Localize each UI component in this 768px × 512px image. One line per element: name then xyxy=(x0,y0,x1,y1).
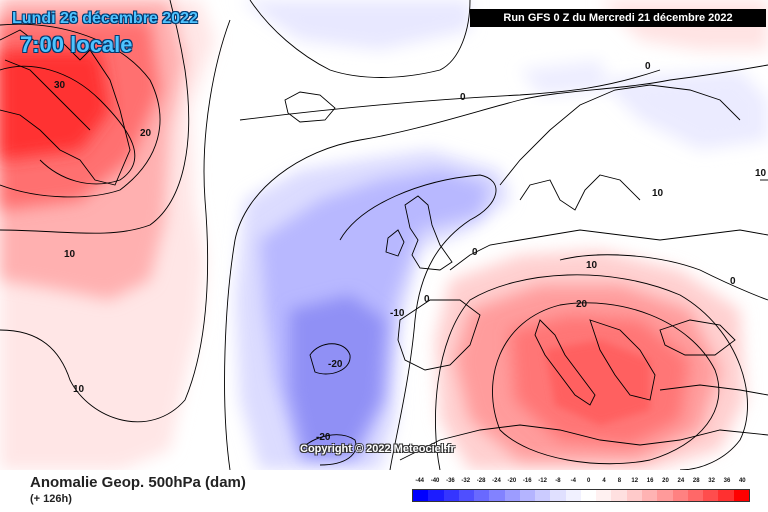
legend-swatch xyxy=(641,490,658,501)
legend-swatch xyxy=(733,490,749,501)
legend-label: -8 xyxy=(555,478,561,484)
legend-label: 28 xyxy=(692,478,700,484)
legend-swatch xyxy=(672,490,688,501)
legend-swatch xyxy=(565,490,581,501)
contour-label: 30 xyxy=(54,80,66,91)
model-run-label: Run GFS 0 Z du Mercredi 21 décembre 2022 xyxy=(470,9,766,27)
legend-swatch xyxy=(718,490,734,501)
forecast-time-title: 7:00 locale xyxy=(20,32,133,57)
legend-label: 40 xyxy=(738,478,746,484)
legend-labels: -44 -40 -36 -32 -28 -24 -20 -16 -12 -8 -4 0 4 8 12 16 20… xyxy=(412,478,750,488)
contour-label: 0 xyxy=(645,61,651,72)
legend-swatch xyxy=(428,490,444,501)
legend-swatch xyxy=(657,490,673,501)
legend-label: 0 xyxy=(587,478,591,484)
legend-label: -20 xyxy=(507,478,517,484)
coastlines xyxy=(0,29,768,461)
legend-swatch xyxy=(580,490,597,501)
legend-swatch xyxy=(550,490,566,501)
legend-swatch xyxy=(611,490,627,501)
legend-swatch xyxy=(489,490,505,501)
legend-colorbar xyxy=(412,489,750,502)
legend-label: -24 xyxy=(492,478,501,484)
contour-label: 10 xyxy=(64,249,76,260)
legend-label: 32 xyxy=(708,478,715,484)
legend-label: 4 xyxy=(602,478,606,484)
contour-label: 10 xyxy=(652,188,664,199)
legend-swatch xyxy=(703,490,719,501)
legend-swatch xyxy=(519,490,536,501)
contour-labels: 30 20 10 10 0 0 0 0 -10 -20 -20 10 20 10… xyxy=(54,61,767,443)
contour-label: -20 xyxy=(316,432,331,443)
color-legend: -44 -40 -36 -32 -28 -24 -20 -16 -12 -8 -4 0 4 8 12 16 20… xyxy=(412,478,750,508)
legend-label: 12 xyxy=(631,478,639,484)
legend-label: 24 xyxy=(677,478,685,484)
anomaly-map: 30 20 10 10 0 0 0 0 -10 -20 -20 10 20 10… xyxy=(0,0,768,470)
legend-swatch xyxy=(535,490,551,501)
legend-label: -44 xyxy=(415,478,425,484)
legend-label: 36 xyxy=(723,478,731,484)
legend-swatch xyxy=(443,490,459,501)
copyright-notice: Copyright © 2022 Meteociel.fr xyxy=(300,443,455,455)
contour-label: 0 xyxy=(424,294,430,305)
legend-swatch xyxy=(413,490,429,501)
contour-label: 10 xyxy=(586,260,598,271)
legend-swatch xyxy=(458,490,475,501)
legend-label: -28 xyxy=(476,478,486,484)
legend-label: -36 xyxy=(446,478,455,484)
contour-label: 0 xyxy=(730,276,736,287)
legend-label: 16 xyxy=(646,478,654,484)
legend-label: -40 xyxy=(430,478,440,484)
legend-label: -12 xyxy=(538,478,547,484)
contour-label: 10 xyxy=(755,168,767,179)
legend-swatch xyxy=(596,490,612,501)
forecast-date-title: Lundi 26 décembre 2022 xyxy=(12,10,198,27)
legend-swatch xyxy=(504,490,520,501)
legend-label: -4 xyxy=(570,478,576,484)
contour-label: 20 xyxy=(140,128,152,139)
contour-label: 10 xyxy=(73,384,85,395)
map-variable-title: Anomalie Geop. 500hPa (dam) xyxy=(30,474,246,491)
contour-label: 20 xyxy=(576,299,588,310)
legend-label: -32 xyxy=(461,478,471,484)
legend-label: 8 xyxy=(617,478,622,484)
legend-swatch xyxy=(626,490,642,501)
contour-label: 0 xyxy=(472,247,478,258)
anomaly-shading xyxy=(0,0,768,470)
contour-label: -10 xyxy=(390,308,405,319)
contour-label: 0 xyxy=(460,92,466,103)
forecast-lead-time: (+ 126h) xyxy=(30,493,72,505)
anomaly-contours xyxy=(0,0,768,470)
legend-swatch xyxy=(687,490,704,501)
legend-label: -16 xyxy=(522,478,532,484)
contour-label: -20 xyxy=(328,359,343,370)
legend-swatch xyxy=(474,490,490,501)
legend-label: 20 xyxy=(662,478,669,484)
